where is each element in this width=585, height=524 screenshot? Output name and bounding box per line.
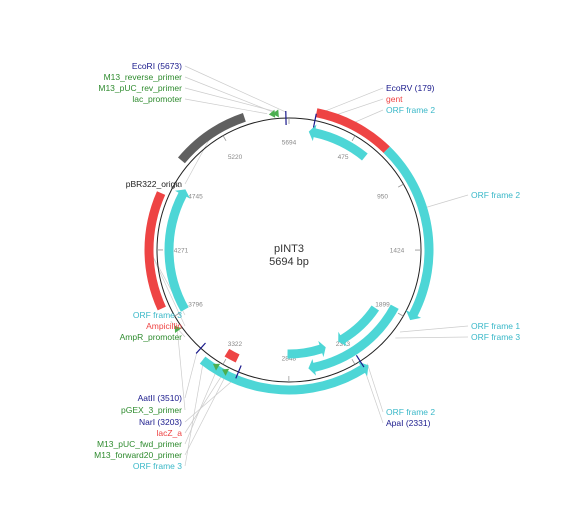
primer-m13-reverse-primer xyxy=(268,109,276,118)
primer-m13-puc-rev-primer xyxy=(272,109,279,118)
leader-line xyxy=(184,358,205,467)
tick-mark xyxy=(397,312,404,317)
label-orf-frame-3: ORF frame 3 xyxy=(471,332,520,342)
feature-orf-frame-3 xyxy=(338,305,380,347)
tick-label: 3322 xyxy=(228,341,243,348)
label-lac-promoter: lac_promoter xyxy=(132,94,182,104)
feature-lacz-a xyxy=(224,348,240,363)
feature-gent xyxy=(315,108,390,153)
leader-line xyxy=(184,65,286,113)
label-nari-3203: NarI (3203) xyxy=(139,417,182,427)
label-orf-frame-1: ORF frame 1 xyxy=(471,321,520,331)
feature-orf-frame-3 xyxy=(164,189,191,312)
leader-line xyxy=(363,366,384,424)
tick-label: 3796 xyxy=(188,302,203,309)
tick-marks: 5694 475 950 1424 1899 2373 2848 3322 3796 4271 47… xyxy=(156,118,422,383)
leader-line xyxy=(184,87,279,113)
tick-mark xyxy=(351,135,356,142)
leader-line xyxy=(184,98,268,115)
feature-ampicillin xyxy=(144,191,166,311)
tick-mark xyxy=(397,183,404,188)
site-ecorv-179 xyxy=(312,113,317,128)
label-orf-frame-2: ORF frame 2 xyxy=(386,105,435,115)
label-pbr322-origin: pBR322_origin xyxy=(126,179,183,189)
label-aatii-3510: AatII (3510) xyxy=(138,393,183,403)
primer-m13-forward20-primer xyxy=(222,368,230,376)
tick-label: 2373 xyxy=(336,341,351,348)
tick-mark xyxy=(174,312,181,317)
leader-line xyxy=(315,87,384,116)
leader-line xyxy=(366,363,384,413)
primer-markers xyxy=(174,109,279,376)
label-orf-frame-2: ORF frame 2 xyxy=(471,190,520,200)
leader-line xyxy=(184,135,212,185)
tick-label: 4271 xyxy=(174,247,189,254)
tick-label: 5220 xyxy=(228,154,243,161)
feature-labels: EcoRI (5673)M13_reverse_primerM13_pUC_re… xyxy=(94,61,520,471)
label-orf-frame-2: ORF frame 2 xyxy=(386,407,435,417)
tick-label: 475 xyxy=(338,154,349,161)
tick-mark xyxy=(222,358,227,365)
tick-label: 2848 xyxy=(282,355,297,362)
label-orf-frame-3: ORF frame 3 xyxy=(133,310,182,320)
label-pgex-3-primer: pGEX_3_primer xyxy=(121,405,182,415)
tick-label: 1899 xyxy=(375,302,390,309)
tick-label: 950 xyxy=(377,194,388,201)
label-ecori-5673: EcoRI (5673) xyxy=(132,61,182,71)
leader-line xyxy=(184,377,237,423)
label-gent: gent xyxy=(386,94,403,104)
tick-mark xyxy=(174,183,181,188)
leader-line xyxy=(399,325,469,333)
label-ampicillin: Ampicillin xyxy=(146,321,182,331)
feature-pbr322-origin xyxy=(177,113,246,164)
leader-line xyxy=(184,373,228,456)
tick-label: 4745 xyxy=(188,194,203,201)
site-aatii-3510 xyxy=(195,342,206,354)
restriction-sites xyxy=(195,111,365,379)
tick-mark xyxy=(222,135,227,142)
tick-label: 5694 xyxy=(282,140,297,147)
primer-pgex-3-primer xyxy=(174,325,182,334)
leader-line xyxy=(184,76,275,114)
label-m13-forward20-primer: M13_forward20_primer xyxy=(94,450,182,460)
feature-orf-frame-2 xyxy=(308,124,368,161)
feature-orf-frame-2 xyxy=(199,356,369,395)
label-apai-2331: ApaI (2331) xyxy=(386,418,431,428)
leader-line xyxy=(184,367,218,445)
leader-line xyxy=(184,352,198,399)
site-nari-3203 xyxy=(235,365,242,379)
tick-mark xyxy=(351,358,356,365)
leader-line xyxy=(395,336,469,339)
features-layer xyxy=(144,108,434,395)
plasmid-length: 5694 bp xyxy=(269,256,309,268)
label-ecorv-179: EcoRV (179) xyxy=(386,83,435,93)
site-apai-2331 xyxy=(355,354,365,368)
leader-line xyxy=(420,194,469,210)
tick-label: 1424 xyxy=(390,248,405,255)
label-m13-puc-fwd-primer: M13_pUC_fwd_primer xyxy=(97,439,182,449)
label-m13-reverse-primer: M13_reverse_primer xyxy=(104,72,183,82)
leader-line xyxy=(184,371,225,434)
plasmid-name: pINT3 xyxy=(274,243,304,255)
label-ampr-promoter: AmpR_promoter xyxy=(120,332,183,342)
label-orf-frame-3: ORF frame 3 xyxy=(133,461,182,471)
feature-orf-frame-3 xyxy=(287,340,326,359)
primer-m13-puc-fwd-primer xyxy=(212,363,221,371)
feature-orf-frame-1 xyxy=(308,304,399,376)
feature-orf-frame-2 xyxy=(383,146,434,321)
label-lacz-a: lacZ_a xyxy=(156,428,182,438)
label-m13-puc-rev-primer: M13_pUC_rev_primer xyxy=(98,83,182,93)
leader-line xyxy=(177,331,186,411)
leader-line xyxy=(150,252,186,327)
